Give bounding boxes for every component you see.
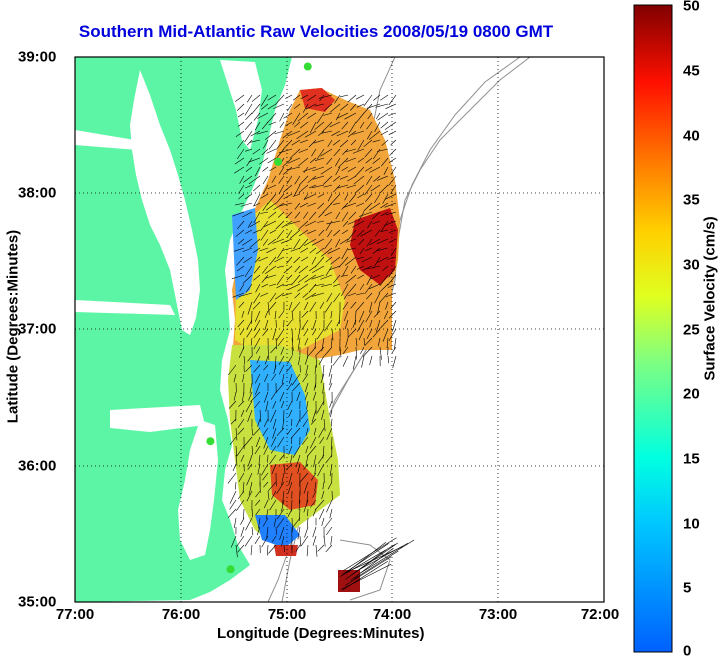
x-tick-label: 72:00 (581, 606, 619, 623)
y-tick-label: 35:00 (18, 594, 56, 611)
colorbar (634, 5, 672, 652)
radar-station-marker (274, 158, 282, 166)
x-axis-label: Longitude (Degrees:Minutes) (217, 625, 425, 642)
radar-station-marker (227, 565, 235, 573)
y-axis-label: Latitude (Degrees:Minutes) (5, 212, 22, 442)
x-tick-label: 77:00 (56, 606, 94, 623)
colorbar-tick-label: 30 (683, 257, 700, 274)
colorbar-tick-label: 0 (683, 643, 691, 660)
colorbar-tick-label: 5 (683, 580, 691, 597)
x-tick-label: 75:00 (268, 606, 306, 623)
x-tick-label: 74:00 (373, 606, 411, 623)
colorbar-tick-label: 40 (683, 128, 700, 145)
colorbar-tick-label: 10 (683, 516, 700, 533)
colorbar-tick-label: 15 (683, 451, 700, 468)
colorbar-tick-label: 35 (683, 192, 700, 209)
colorbar-label: Surface Velocity (cm/s) (702, 184, 719, 414)
radar-station-marker (304, 63, 312, 71)
y-tick-label: 37:00 (18, 321, 56, 338)
y-tick-label: 39:00 (18, 49, 56, 66)
colorbar-tick-label: 20 (683, 386, 700, 403)
radar-station-marker (206, 437, 214, 445)
velocity-red-tip (274, 545, 298, 556)
colorbar-tick-label: 45 (683, 63, 700, 80)
x-tick-label: 76:00 (162, 606, 200, 623)
y-tick-label: 36:00 (18, 458, 56, 475)
x-tick-label: 73:00 (479, 606, 517, 623)
colorbar-tick-label: 25 (683, 322, 700, 339)
y-tick-label: 38:00 (18, 185, 56, 202)
figure-title: Southern Mid-Atlantic Raw Velocities 200… (0, 22, 632, 42)
colorbar-tick-label: 50 (683, 0, 700, 15)
